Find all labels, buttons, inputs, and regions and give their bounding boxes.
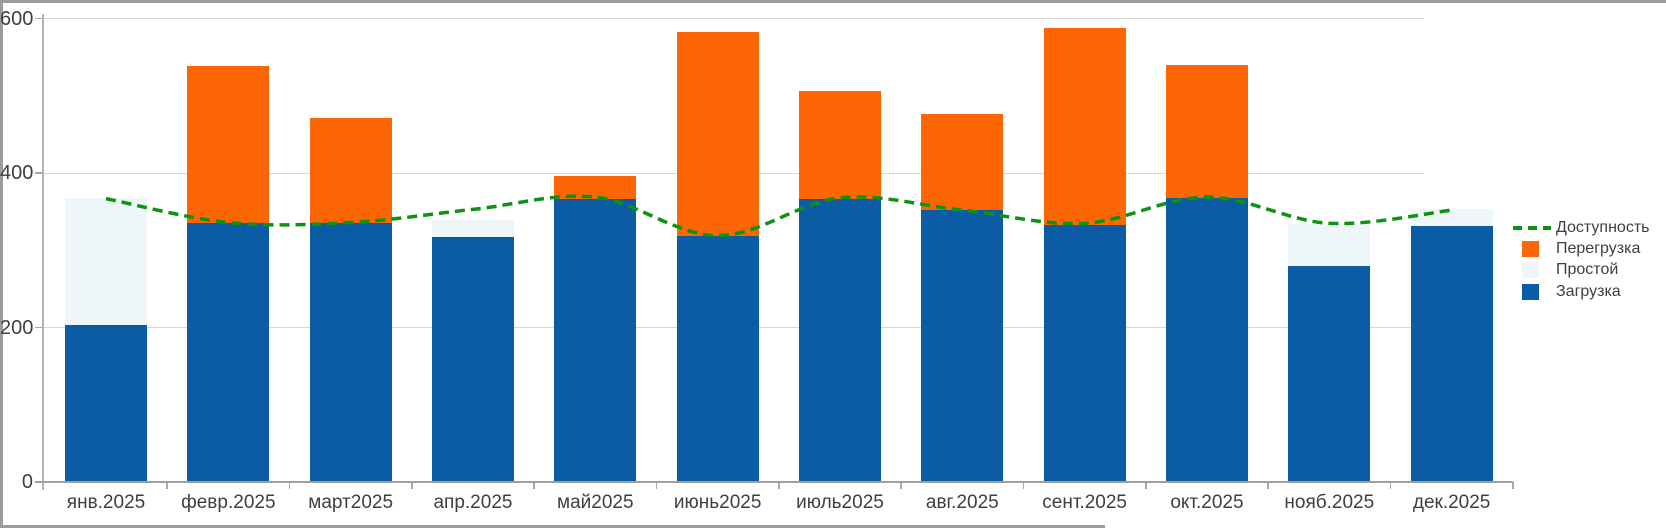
x-axis-tick-7 — [1022, 482, 1025, 489]
x-axis-tick-8 — [1145, 482, 1147, 489]
legend-swatch-2 — [1522, 262, 1539, 279]
x-axis-label-8: сент.2025 — [1042, 492, 1127, 513]
y-axis-tick-400 — [35, 172, 43, 174]
legend-item-3: Загрузка — [1556, 282, 1621, 300]
bar-segment-s2-m8 — [1043, 27, 1126, 225]
x-axis-tick-9 — [1267, 482, 1269, 489]
bar-segment-s2-m6 — [798, 91, 881, 199]
widget-border-bottom — [0, 525, 1105, 528]
bar-segment-s0-m1 — [187, 223, 270, 482]
x-axis-tick-11 — [1512, 482, 1514, 489]
x-axis-label-10: нояб.2025 — [1284, 492, 1375, 513]
legend-swatch-dashed-line — [1513, 226, 1551, 230]
bar-segment-s0-m2 — [309, 222, 392, 482]
bar-segment-s2-m7 — [921, 113, 1004, 211]
legend-swatch-3 — [1522, 283, 1539, 300]
x-axis-tick-5 — [778, 482, 780, 489]
x-axis-tick-6 — [900, 482, 902, 489]
x-axis-tick-1 — [288, 482, 291, 489]
bar-segment-s0-m0 — [65, 325, 147, 482]
y-axis-line — [42, 14, 44, 490]
legend-item-2: Простой — [1556, 261, 1619, 279]
legend-item-0: Доступность — [1556, 219, 1650, 236]
y-axis-label-400: 400 — [0, 162, 34, 185]
bar-segment-s0-m4 — [554, 198, 637, 482]
bar-segment-s0-m7 — [921, 210, 1004, 482]
y-axis-label-600: 600 — [0, 7, 34, 30]
legend-swatch-1 — [1522, 241, 1539, 258]
bar-segment-s0-m10 — [1288, 265, 1371, 482]
bar-segment-s0-m9 — [1165, 197, 1248, 482]
bar-segment-s0-m8 — [1043, 224, 1126, 482]
x-axis-label-1: февр.2025 — [181, 492, 276, 513]
x-axis-label-4: май2025 — [557, 492, 634, 513]
legend-item-1: Перегрузка — [1556, 240, 1641, 258]
x-axis-label-0: янв.2025 — [66, 492, 146, 513]
x-axis-label-6: июль2025 — [796, 492, 884, 513]
y-axis-tick-200 — [35, 326, 43, 329]
x-axis-tick-0 — [166, 482, 168, 489]
widget-border-top — [0, 0, 1666, 3]
x-axis-label-2: март2025 — [308, 492, 394, 513]
x-axis-label-5: июнь2025 — [673, 492, 762, 513]
x-axis-label-11: дек.2025 — [1412, 492, 1491, 513]
bar-segment-s2-m9 — [1165, 65, 1248, 198]
x-axis-line — [35, 481, 1513, 483]
y-axis-label-0: 0 — [21, 471, 33, 493]
x-axis-tick-4 — [655, 482, 658, 489]
x-axis-tick-2 — [411, 482, 413, 489]
x-axis-label-9: окт.2025 — [1170, 492, 1244, 513]
bar-segment-s0-m6 — [798, 198, 881, 482]
x-axis-tick-10 — [1389, 482, 1392, 489]
y-axis-tick-600 — [35, 17, 43, 20]
gridline-600 — [43, 18, 1424, 20]
bar-segment-s2-m4 — [554, 176, 637, 199]
y-axis-label-200: 200 — [0, 316, 34, 339]
x-axis-label-7: авг.2025 — [925, 492, 999, 513]
bar-segment-s0-m5 — [676, 235, 759, 482]
x-axis-label-3: апр.2025 — [433, 492, 513, 513]
bar-segment-s0-m11 — [1410, 225, 1493, 482]
x-axis-tick-3 — [533, 482, 535, 489]
bar-segment-s0-m3 — [431, 237, 514, 482]
widget-border-left — [0, 0, 3, 528]
